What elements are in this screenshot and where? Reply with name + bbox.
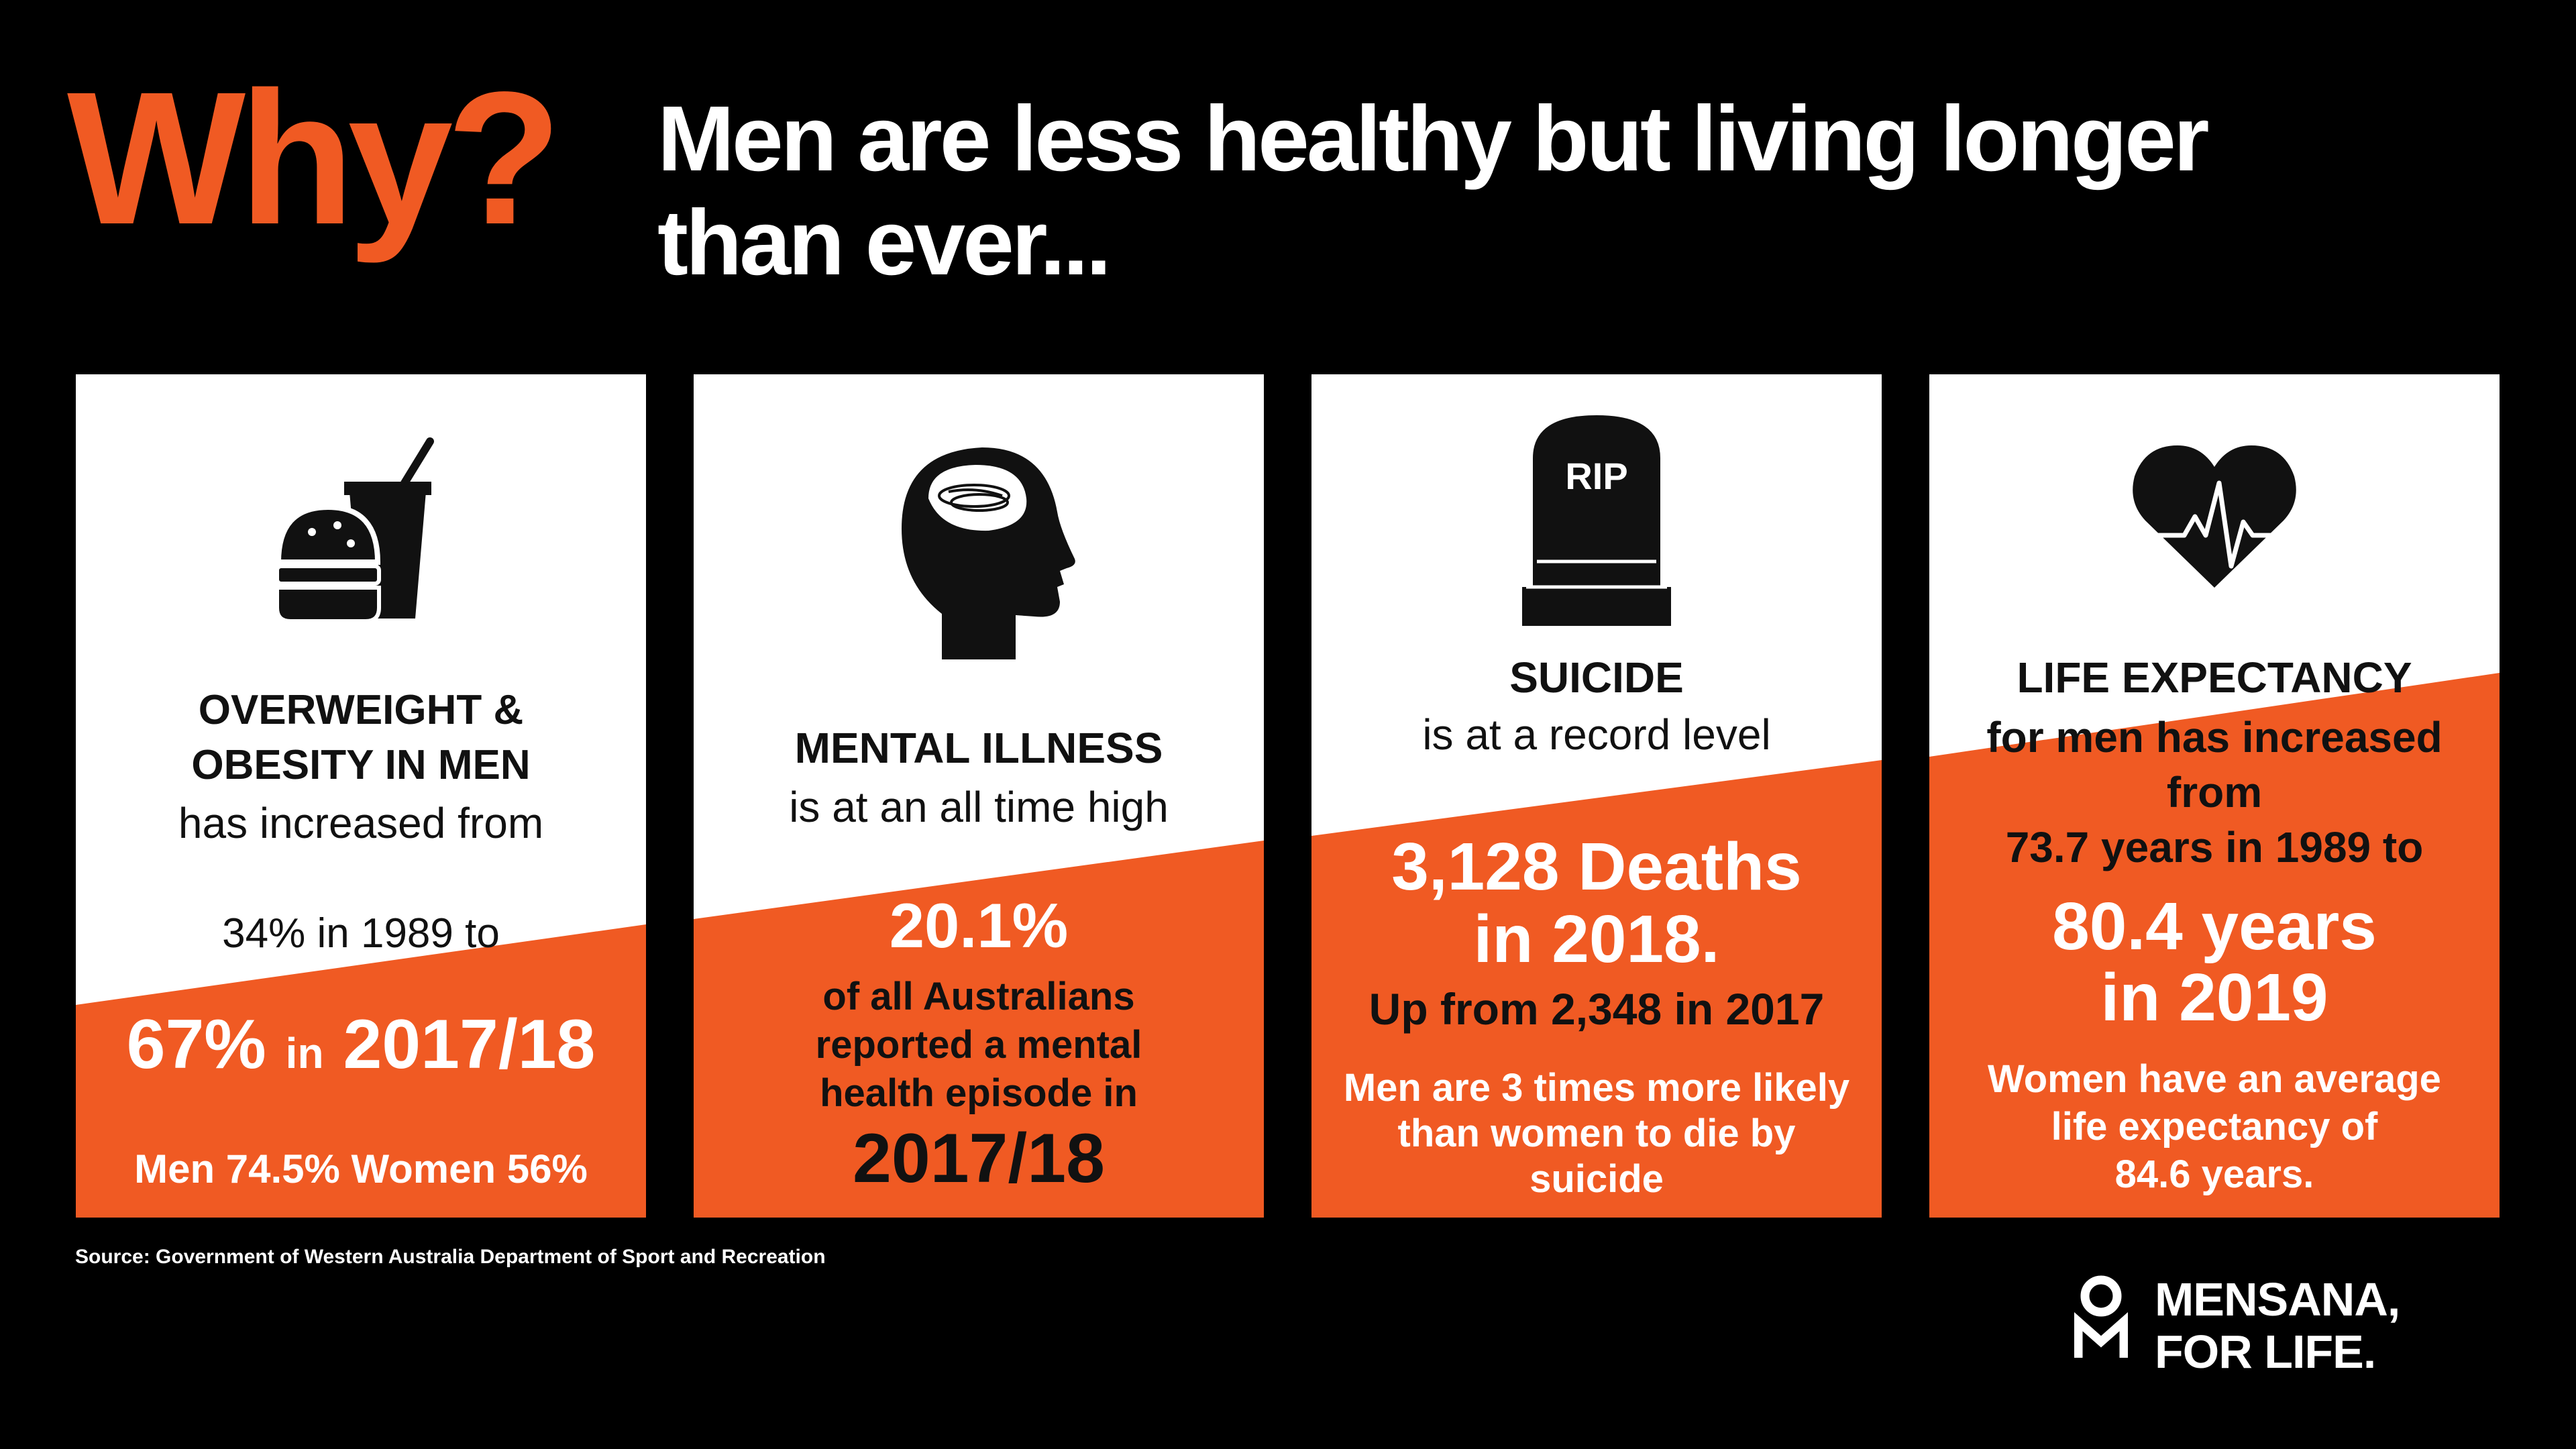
big-line1: 80.4 years — [2052, 889, 2377, 964]
tombstone-rip-text: RIP — [1565, 455, 1627, 497]
card-life-detail: for men has increased from 73.7 years in… — [1929, 710, 2500, 875]
card-mental-year: 2017/18 — [853, 1120, 1105, 1197]
card-life-expectancy: LIFE EXPECTANCY for men has increased fr… — [1929, 374, 2500, 1218]
detail-line2: from — [2166, 768, 2263, 816]
note-line1: Men are 3 times more likely — [1343, 1066, 1850, 1110]
heading-line1: OVERWEIGHT & — [198, 687, 524, 733]
card-overweight: OVERWEIGHT & OBESITY IN MEN has increase… — [76, 374, 646, 1218]
big-in: in — [285, 1029, 324, 1077]
card-life-note: Women have an average life expectancy of… — [1929, 1055, 2500, 1198]
note-line2: life expectancy of — [2051, 1105, 2378, 1148]
card-life-heading: LIFE EXPECTANCY — [2017, 653, 2412, 702]
tombstone-icon: RIP — [1522, 415, 1671, 626]
card-life-big: 80.4 years in 2019 — [1929, 891, 2500, 1033]
card-orange-band — [76, 924, 646, 1218]
big-value: 67% — [126, 1006, 266, 1083]
detail-line2: reported a mental — [815, 1023, 1142, 1067]
card-overweight-note: Men 74.5% Women 56% — [134, 1146, 588, 1191]
logo-line2: FOR LIFE. — [2155, 1326, 2376, 1378]
brand-logo-text: MENSANA, FOR LIFE. — [2155, 1273, 2400, 1378]
card-mental-sub: is at an all time high — [789, 783, 1169, 831]
card-suicide-note: Men are 3 times more likely than women t… — [1311, 1065, 1882, 1202]
card-overweight-big: 67% in 2017/18 — [76, 1005, 646, 1085]
big-year: 2017/18 — [343, 1006, 596, 1083]
detail-line3: 73.7 years in 1989 to — [2005, 823, 2424, 871]
card-overweight-heading: OVERWEIGHT & OBESITY IN MEN — [76, 683, 646, 793]
card-orange-band — [1311, 760, 1882, 1218]
big-line2: in 2018. — [1473, 902, 1720, 977]
note-line1: Women have an average — [1988, 1057, 2441, 1101]
big-line1: 3,128 Deaths — [1391, 829, 1802, 904]
note-line3: 84.6 years. — [2114, 1152, 2314, 1196]
why-heading: Why? — [67, 52, 562, 264]
card-orange-band — [694, 841, 1264, 1218]
card-suicide-big: 3,128 Deaths in 2018. — [1311, 830, 1882, 975]
fast-food-icon — [275, 437, 434, 623]
detail-line1: of all Australians — [822, 975, 1135, 1018]
heading-line2: OBESITY IN MEN — [191, 742, 531, 788]
head-brain-icon — [902, 447, 1075, 659]
card-mental-illness: MENTAL ILLNESS is at an all time high 20… — [694, 374, 1264, 1218]
page-title-line1: Men are less healthy but living longer — [657, 87, 2210, 191]
card-suicide-upfrom: Up from 2,348 in 2017 — [1368, 984, 1825, 1034]
card-mental-detail: of all Australians reported a mental hea… — [694, 973, 1264, 1118]
card-suicide-heading: SUICIDE — [1509, 653, 1684, 702]
page-title: Men are less healthy but living longer t… — [657, 87, 2402, 295]
detail-line1: for men has increased — [1986, 713, 2443, 761]
mensana-om-logo — [2074, 1275, 2128, 1358]
card-overweight-from: 34% in 1989 to — [222, 910, 500, 957]
card-mental-big: 20.1% — [889, 890, 1069, 961]
logo-line1: MENSANA, — [2155, 1273, 2400, 1326]
page-title-line2: than ever... — [657, 191, 1112, 294]
card-overweight-sub: has increased from — [178, 799, 544, 847]
card-suicide: RIP SUICIDE is at a record level 3,128 D… — [1311, 374, 1882, 1218]
source-note: Source: Government of Western Australia … — [75, 1246, 826, 1268]
big-line2: in 2019 — [2100, 960, 2328, 1035]
heartbeat-icon — [2132, 445, 2297, 588]
note-line2: than women to die by — [1397, 1112, 1796, 1155]
card-mental-heading: MENTAL ILLNESS — [794, 724, 1163, 772]
card-orange-band — [1929, 673, 2500, 1218]
detail-line3: health episode in — [820, 1071, 1138, 1115]
card-suicide-sub: is at a record level — [1422, 710, 1771, 759]
note-line3: suicide — [1529, 1157, 1664, 1201]
